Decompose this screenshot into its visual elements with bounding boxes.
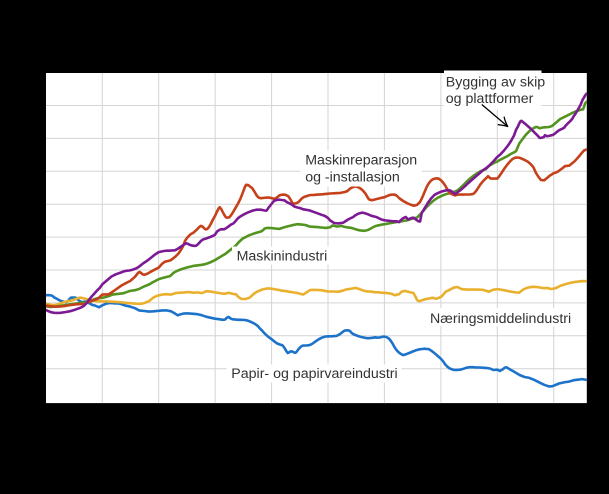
svg-text:Bygging av skip: Bygging av skip	[446, 75, 545, 91]
svg-text:Maskinreparasjon: Maskinreparasjon	[305, 152, 417, 168]
svg-text:Papir- og papirvareindustri: Papir- og papirvareindustri	[231, 366, 397, 382]
svg-text:Næringsmiddelindustri: Næringsmiddelindustri	[430, 311, 571, 327]
svg-text:og plattformer: og plattformer	[446, 91, 534, 107]
svg-text:Maskinindustri: Maskinindustri	[237, 249, 328, 265]
svg-text:og -installasjon: og -installasjon	[305, 169, 400, 185]
